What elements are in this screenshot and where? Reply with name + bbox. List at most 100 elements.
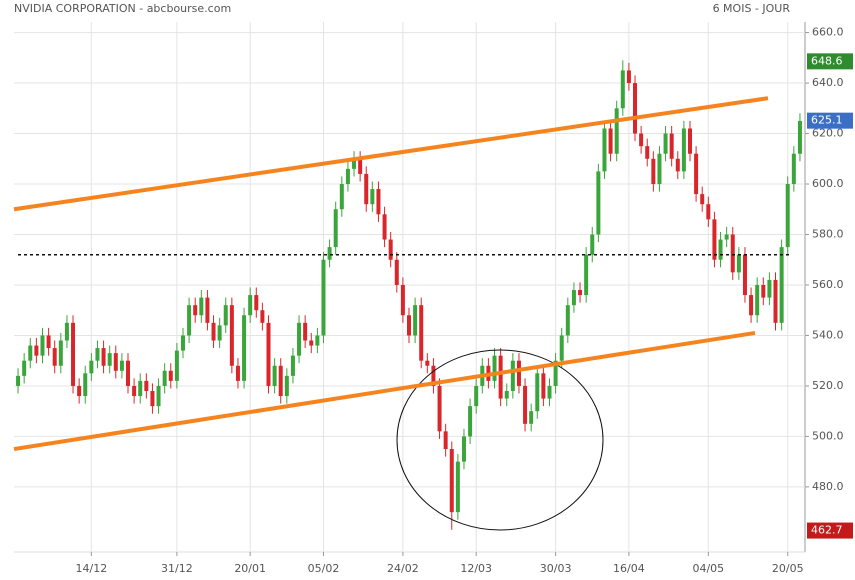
candle-body: [687, 128, 692, 154]
candle-body: [150, 390, 155, 407]
candle-body: [58, 340, 63, 366]
candle-body: [541, 373, 546, 399]
candle-body: [352, 158, 357, 169]
candle-body: [205, 297, 210, 323]
candle-body: [376, 189, 381, 215]
trendline: [13, 330, 756, 452]
x-tick-label: 04/05: [692, 562, 724, 575]
x-tick-label: 20/01: [234, 562, 266, 575]
candle-body: [327, 247, 332, 260]
candle-body: [303, 322, 308, 341]
x-tick-label: 20/05: [772, 562, 804, 575]
chart-title: NVIDIA CORPORATION - abcbourse.com: [14, 2, 231, 15]
candle-body: [83, 373, 88, 397]
candle-body: [455, 461, 460, 513]
candle-body: [614, 108, 619, 154]
x-tick-label: 24/02: [387, 562, 419, 575]
candle-body: [388, 239, 393, 260]
candle-body: [187, 305, 192, 336]
candle-body: [284, 375, 289, 397]
candle-body: [211, 322, 216, 341]
candle-body: [437, 385, 442, 432]
candle-body: [523, 385, 528, 424]
x-tick-label: 05/02: [308, 562, 340, 575]
candle-body: [266, 322, 271, 386]
candle-body: [394, 259, 399, 285]
candle-body: [571, 290, 576, 306]
trendline: [13, 96, 769, 212]
candle-body: [742, 254, 747, 296]
candle-body: [712, 219, 717, 260]
candle-body: [694, 153, 699, 195]
candle-body: [578, 290, 583, 296]
highlight-circle: [396, 349, 604, 531]
y-tick-label: 580.0: [812, 227, 844, 240]
candle-body: [242, 315, 247, 381]
candle-body: [321, 259, 326, 336]
price-tag: [807, 112, 853, 129]
candle-body: [785, 184, 790, 248]
candle-body: [535, 373, 540, 412]
candle-body: [657, 153, 662, 185]
candle-body: [101, 348, 106, 366]
candle-body: [223, 305, 228, 326]
candle-body: [162, 370, 167, 386]
chart-subtitle: 6 MOIS - JOUR: [713, 2, 791, 15]
candle-body: [290, 355, 295, 376]
candle-body: [71, 322, 76, 386]
candle-body: [730, 234, 735, 273]
candle-body: [180, 335, 185, 351]
x-tick-label: 16/04: [613, 562, 645, 575]
candle-body: [529, 411, 534, 424]
price-tag-label: 462.7: [811, 524, 843, 537]
candle-body: [126, 360, 131, 386]
candle-body: [773, 279, 778, 323]
candle-body: [492, 355, 497, 381]
candle-body: [645, 146, 650, 159]
candle-body: [132, 385, 137, 397]
candle-body: [504, 390, 509, 399]
candle-body: [797, 120, 802, 154]
candle-body: [718, 239, 723, 260]
candle-body: [364, 173, 369, 205]
candle-body: [461, 436, 466, 462]
candle-body: [16, 375, 21, 386]
candle-body: [382, 214, 387, 240]
candle-body: [559, 335, 564, 361]
candle-body: [749, 295, 754, 316]
y-tick-label: 640.0: [812, 76, 844, 89]
price-tag-label: 625.1: [811, 114, 843, 127]
candle-body: [144, 380, 149, 391]
candle-body: [516, 360, 521, 386]
candle-body: [675, 158, 680, 172]
candle-body: [620, 70, 625, 109]
candle-body: [248, 295, 253, 316]
x-tick-label: 31/12: [161, 562, 193, 575]
candle-body: [779, 247, 784, 323]
candle-body: [602, 128, 607, 172]
price-tag: [807, 522, 853, 539]
candle-body: [736, 254, 741, 273]
candle-body: [474, 385, 479, 407]
candle-body: [419, 305, 424, 361]
candle-body: [168, 370, 173, 381]
candle-body: [254, 295, 259, 311]
candle-body: [498, 355, 503, 399]
candle-body: [309, 340, 314, 346]
candle-body: [724, 234, 729, 240]
price-tag: [807, 53, 853, 70]
candle-body: [767, 279, 772, 298]
candle-body: [663, 133, 668, 154]
candle-body: [193, 305, 198, 316]
candle-body: [333, 209, 338, 248]
candle-body: [199, 297, 204, 316]
candle-body: [22, 360, 27, 376]
x-tick-label: 30/03: [540, 562, 572, 575]
candle-body: [138, 380, 143, 397]
candle-body: [633, 83, 638, 134]
candle-body: [315, 335, 320, 346]
candle-body: [596, 171, 601, 235]
y-tick-label: 620.0: [812, 127, 844, 140]
candle-body: [339, 184, 344, 210]
